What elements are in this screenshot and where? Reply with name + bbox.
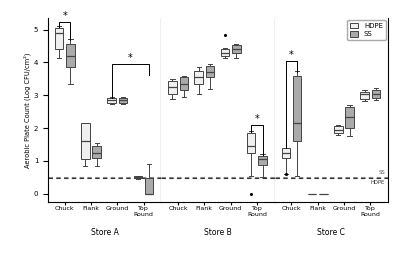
- PathPatch shape: [334, 126, 342, 133]
- PathPatch shape: [134, 176, 142, 178]
- PathPatch shape: [180, 77, 188, 90]
- PathPatch shape: [81, 123, 90, 159]
- PathPatch shape: [360, 92, 369, 99]
- Text: *: *: [254, 114, 259, 124]
- Text: HDPE: HDPE: [371, 180, 385, 185]
- PathPatch shape: [119, 98, 127, 103]
- PathPatch shape: [145, 178, 154, 194]
- X-axis label: Store B: Store B: [204, 228, 232, 237]
- Text: *: *: [128, 53, 133, 63]
- PathPatch shape: [107, 98, 116, 103]
- Y-axis label: Aerobic Plate Count (Log CFU/cm²): Aerobic Plate Count (Log CFU/cm²): [24, 52, 31, 168]
- PathPatch shape: [258, 156, 267, 165]
- PathPatch shape: [92, 146, 101, 158]
- Legend: HDPE, SS: HDPE, SS: [347, 20, 386, 40]
- X-axis label: Store C: Store C: [317, 228, 345, 237]
- Text: SS: SS: [378, 170, 385, 175]
- Text: *: *: [289, 50, 294, 60]
- PathPatch shape: [345, 107, 354, 128]
- PathPatch shape: [232, 45, 240, 53]
- X-axis label: Store A: Store A: [91, 228, 119, 237]
- PathPatch shape: [293, 76, 301, 141]
- PathPatch shape: [372, 90, 380, 98]
- PathPatch shape: [282, 148, 290, 158]
- PathPatch shape: [55, 28, 63, 49]
- PathPatch shape: [66, 44, 75, 67]
- PathPatch shape: [221, 49, 229, 56]
- PathPatch shape: [194, 71, 203, 84]
- Text: *: *: [62, 11, 67, 21]
- PathPatch shape: [206, 66, 214, 77]
- PathPatch shape: [247, 133, 256, 153]
- PathPatch shape: [168, 81, 177, 94]
